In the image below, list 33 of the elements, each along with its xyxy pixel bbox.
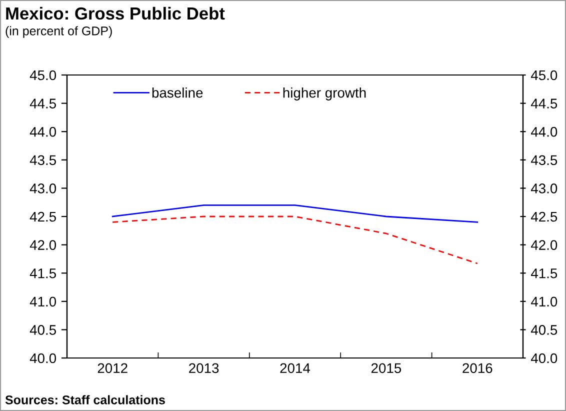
x-tick-label: 2015	[371, 363, 402, 374]
chart-title: Mexico: Gross Public Debt	[6, 6, 225, 20]
y-tick-label: 43.0	[30, 184, 56, 194]
x-tick-label: 2014	[280, 363, 310, 374]
y2-tick-label: 42.0	[530, 240, 558, 250]
y2-tick-label: 40.5	[530, 325, 558, 335]
y2-tick-label: 44.5	[530, 98, 558, 108]
y2-tick-label: 45.0	[530, 70, 558, 80]
y-tick-label: 40.5	[30, 325, 56, 335]
y-tick-label: 41.5	[30, 268, 56, 278]
x-tick-label: 2012	[98, 363, 128, 374]
y2-tick-label: 42.5	[530, 212, 558, 222]
y-tick-label: 40.0	[30, 353, 56, 364]
x-tick-label: 2013	[189, 363, 219, 374]
y-tick-label: 41.0	[30, 296, 56, 307]
y2-tick-label: 41.5	[530, 268, 558, 278]
y2-tick-label: 41.0	[530, 296, 558, 307]
y2-tick-label: 44.0	[530, 126, 558, 137]
y-tick-label: 43.5	[30, 155, 56, 166]
x-tick-label: 2016	[462, 363, 492, 374]
y2-tick-label: 40.0	[530, 353, 558, 364]
y2-tick-label: 43.5	[530, 155, 558, 166]
legend-label: higher growth	[283, 88, 366, 100]
chart-subtitle: (in percent of GDP)	[6, 26, 112, 38]
y2-tick-label: 43.0	[530, 184, 558, 194]
y-tick-label: 42.0	[30, 240, 56, 250]
source-note: Sources: Staff calculations	[5, 395, 165, 404]
y-tick-label: 44.5	[30, 98, 56, 108]
y-tick-label: 45.0	[30, 70, 56, 80]
legend-label: baseline	[152, 88, 203, 98]
y-tick-label: 44.0	[30, 126, 56, 137]
y-tick-label: 42.5	[30, 212, 56, 222]
line-series	[112, 216, 478, 264]
